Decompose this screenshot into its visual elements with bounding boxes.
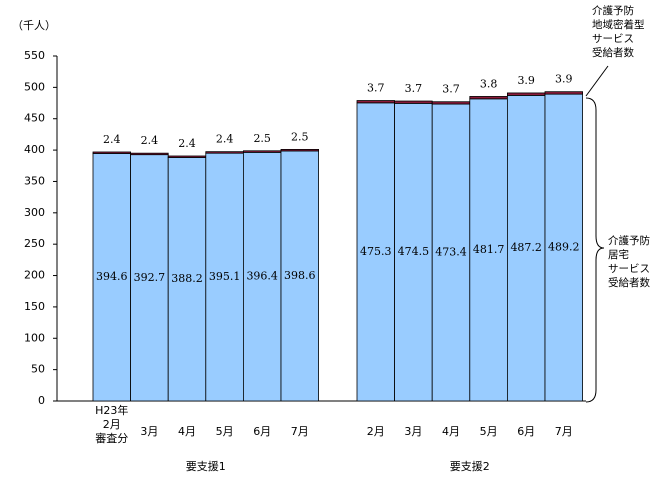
y-tick-label: 100 — [24, 331, 45, 344]
bar-segment — [167, 157, 207, 402]
y-tick-label: 200 — [24, 269, 45, 282]
bar-segment — [431, 103, 471, 402]
data-label: 3.8 — [480, 77, 498, 90]
bar-segment — [205, 151, 244, 154]
data-label: 2.5 — [291, 130, 309, 143]
y-tick-label: 300 — [24, 206, 45, 219]
data-label: 2.4 — [216, 133, 234, 146]
y-tick-label: 0 — [38, 394, 45, 407]
x-tick-label: 6月 — [517, 425, 535, 438]
data-label: 475.3 — [360, 245, 392, 258]
bar-segment — [242, 150, 282, 153]
group-label: 要支援1 — [186, 459, 226, 473]
y-tick-label: 400 — [24, 143, 45, 156]
x-tick-label: 5月 — [216, 425, 234, 438]
data-label: 3.9 — [555, 73, 573, 86]
data-label: 473.4 — [435, 246, 467, 259]
data-label: 2.5 — [253, 132, 271, 145]
x-tick-label: 4月 — [442, 425, 460, 438]
bar-segment — [242, 151, 282, 402]
bar-segment — [394, 102, 433, 402]
bar-segment — [167, 155, 207, 158]
x-tick-label: 7月 — [291, 425, 309, 438]
bar-segment — [544, 91, 583, 95]
x-tick-label: 3月 — [404, 425, 422, 438]
bar-segment — [469, 96, 508, 100]
bar-segment — [280, 150, 319, 402]
bar-segment — [394, 100, 433, 104]
x-tick-label: 6月 — [253, 425, 271, 438]
x-tick-label: 5月 — [480, 425, 498, 438]
x-tick-label: 3月 — [140, 425, 158, 438]
series-note: 介護予防 居宅 サービス 受給者数 — [608, 235, 650, 289]
data-label: 394.6 — [96, 270, 128, 283]
y-tick-label: 250 — [24, 237, 45, 250]
series-note: 介護予防 地域密着型 サービス 受給者数 — [592, 5, 645, 59]
x-tick-label: 2月 — [367, 425, 385, 438]
data-label: 2.4 — [103, 133, 121, 146]
leader-line — [585, 65, 609, 97]
y-axis-unit: （千人） — [12, 19, 56, 32]
bar-segment — [280, 149, 319, 152]
bar-segment — [506, 94, 546, 402]
x-tick-label: 4月 — [178, 425, 196, 438]
data-label: 2.4 — [141, 134, 159, 147]
y-tick-label: 450 — [24, 112, 45, 125]
data-label: 481.7 — [473, 243, 505, 256]
data-label: 395.1 — [209, 270, 241, 283]
y-tick-label: 350 — [24, 174, 45, 187]
y-tick-label: 150 — [24, 300, 45, 313]
data-label: 489.2 — [548, 241, 580, 254]
data-label: 3.7 — [367, 82, 385, 95]
data-label: 398.6 — [284, 269, 316, 282]
bar-segment — [506, 92, 546, 96]
group-label: 要支援2 — [450, 459, 490, 473]
data-label: 2.4 — [178, 137, 196, 150]
x-tick-label: H23年 2月審査分 — [95, 403, 128, 445]
data-label: 3.7 — [405, 82, 423, 95]
data-label: 3.9 — [517, 74, 535, 87]
data-label: 392.7 — [134, 271, 166, 284]
brace — [585, 97, 605, 403]
bar-segment — [356, 100, 395, 104]
bar-segment — [92, 151, 131, 154]
bar-segment — [130, 152, 169, 156]
x-tick-label: 7月 — [555, 425, 573, 438]
bar-segment — [431, 101, 471, 105]
data-label: 3.7 — [442, 83, 460, 96]
y-tick-label: 550 — [24, 49, 45, 62]
bar-segment — [356, 102, 395, 402]
y-tick-label: 500 — [24, 80, 45, 93]
y-tick-label: 50 — [31, 363, 45, 376]
data-label: 474.5 — [398, 245, 430, 258]
bar-segment — [544, 93, 583, 402]
bar-segment — [469, 98, 508, 402]
data-label: 487.2 — [510, 241, 542, 254]
data-label: 388.2 — [171, 272, 203, 285]
data-label: 396.4 — [246, 270, 278, 283]
